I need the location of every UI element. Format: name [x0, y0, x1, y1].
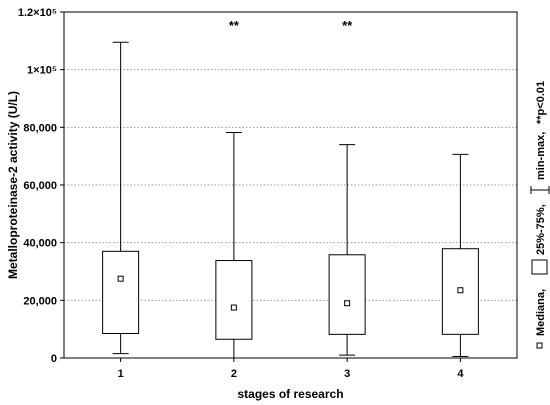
iqr-box — [328, 254, 366, 335]
y-tick-label: 40,000 — [23, 238, 57, 250]
median-marker — [457, 287, 464, 294]
box-group — [441, 153, 479, 358]
x-axis-title: stages of research — [237, 387, 343, 401]
legend-iqr-label: 25%-75%, — [535, 204, 547, 255]
median-marker — [344, 300, 351, 307]
significance-marker: ** — [229, 18, 240, 33]
boxes: ** ** — [102, 18, 479, 359]
y-tick-label: 20,000 — [23, 295, 57, 307]
x-tick-label: 4 — [457, 368, 464, 380]
legend-iqr-icon — [531, 259, 548, 275]
box-group — [102, 41, 140, 355]
legend-group: Mediana, 25%-75%, min-max, **p<0.01 — [530, 81, 550, 349]
iqr-box — [102, 250, 140, 334]
legend-significance-label: **p<0.01 — [535, 81, 547, 124]
x-tick-label: 2 — [231, 368, 237, 380]
y-axis: 0 20,000 40,000 60,000 80,000 1×10⁵ 1.2×10⁵ — [18, 7, 64, 365]
iqr-box — [215, 260, 253, 340]
box-group: ** — [215, 18, 253, 359]
y-tick-label: 1.2×10⁵ — [18, 7, 57, 19]
x-tick-label: 1 — [118, 368, 124, 380]
y-tick-label: 0 — [51, 353, 57, 365]
median-marker — [117, 275, 124, 282]
legend-range-label: min-max, — [535, 132, 547, 180]
y-tick-label: 1×10⁵ — [27, 65, 57, 77]
legend-median-icon — [536, 342, 543, 349]
y-tick-label: 60,000 — [23, 180, 57, 192]
x-axis: 1 2 3 4 — [118, 358, 464, 380]
box-group: ** — [328, 18, 366, 356]
legend-median-label: Mediana, — [535, 289, 547, 336]
legend: Mediana, 25%-75%, min-max, **p<0.01 — [530, 81, 550, 349]
y-axis-title: Metalloproteinase-2 activity (U/L) — [6, 91, 20, 279]
x-tick-label: 3 — [344, 368, 350, 380]
median-marker — [230, 304, 237, 311]
y-tick-label: 80,000 — [23, 122, 57, 134]
significance-marker: ** — [342, 18, 353, 33]
